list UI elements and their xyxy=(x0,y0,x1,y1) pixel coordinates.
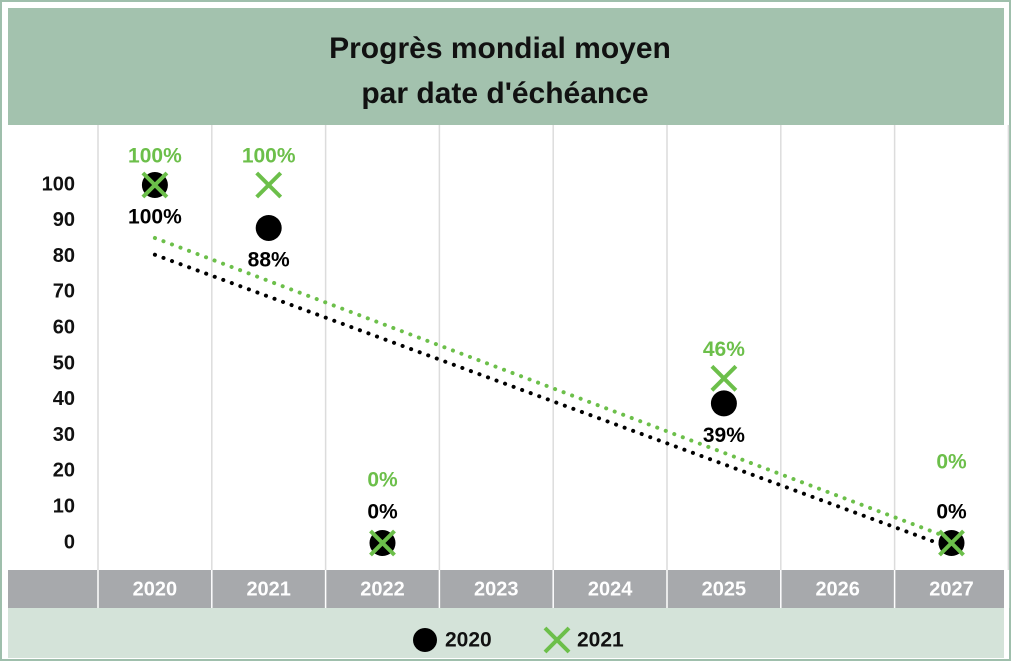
y-tick-label: 100 xyxy=(42,173,75,195)
y-tick-label: 10 xyxy=(53,495,75,517)
y-tick-label: 80 xyxy=(53,245,75,267)
x-tick-label: 2022 xyxy=(360,578,405,600)
data-label: 39% xyxy=(703,424,745,447)
data-label: 46% xyxy=(703,338,745,361)
y-tick-label: 20 xyxy=(53,460,75,482)
data-label: 100% xyxy=(128,145,182,168)
data-label: 0% xyxy=(936,501,967,524)
point xyxy=(710,364,738,392)
data-label: 88% xyxy=(248,249,290,272)
data-label: 0% xyxy=(367,501,398,524)
point xyxy=(369,529,396,557)
legend-band xyxy=(8,608,1004,658)
data-label: 100% xyxy=(128,206,182,229)
legend-label: 2021 xyxy=(577,629,624,652)
x-axis-band xyxy=(8,570,1004,608)
x-tick-label: 2021 xyxy=(246,578,291,600)
data-label: 0% xyxy=(936,451,967,474)
legend-label: 2020 xyxy=(445,629,492,652)
data-label: 100% xyxy=(242,145,296,168)
y-tick-label: 90 xyxy=(53,209,75,231)
x-tick-label: 2026 xyxy=(815,578,860,600)
legend-marker xyxy=(413,628,437,652)
x-tick-label: 2025 xyxy=(702,578,747,600)
y-tick-label: 0 xyxy=(64,531,75,553)
point xyxy=(710,390,737,417)
point xyxy=(938,529,965,557)
chart-title: par date d'échéance xyxy=(361,77,648,110)
point xyxy=(255,214,282,241)
data-label: 0% xyxy=(367,469,398,492)
chart-title: Progrès mondial moyen xyxy=(329,32,671,65)
y-tick-label: 50 xyxy=(53,352,75,374)
y-tick-label: 60 xyxy=(53,316,75,338)
y-tick-label: 30 xyxy=(53,424,75,446)
trendline xyxy=(152,235,954,541)
legend-marker xyxy=(543,626,571,654)
title-band xyxy=(8,8,1004,125)
x-tick-label: 2024 xyxy=(588,578,633,600)
point xyxy=(141,171,169,199)
x-tick-label: 2020 xyxy=(133,578,178,600)
y-tick-label: 70 xyxy=(53,281,75,303)
point xyxy=(255,171,283,199)
x-tick-label: 2027 xyxy=(929,578,974,600)
y-tick-label: 40 xyxy=(53,388,75,410)
x-tick-label: 2023 xyxy=(474,578,519,600)
